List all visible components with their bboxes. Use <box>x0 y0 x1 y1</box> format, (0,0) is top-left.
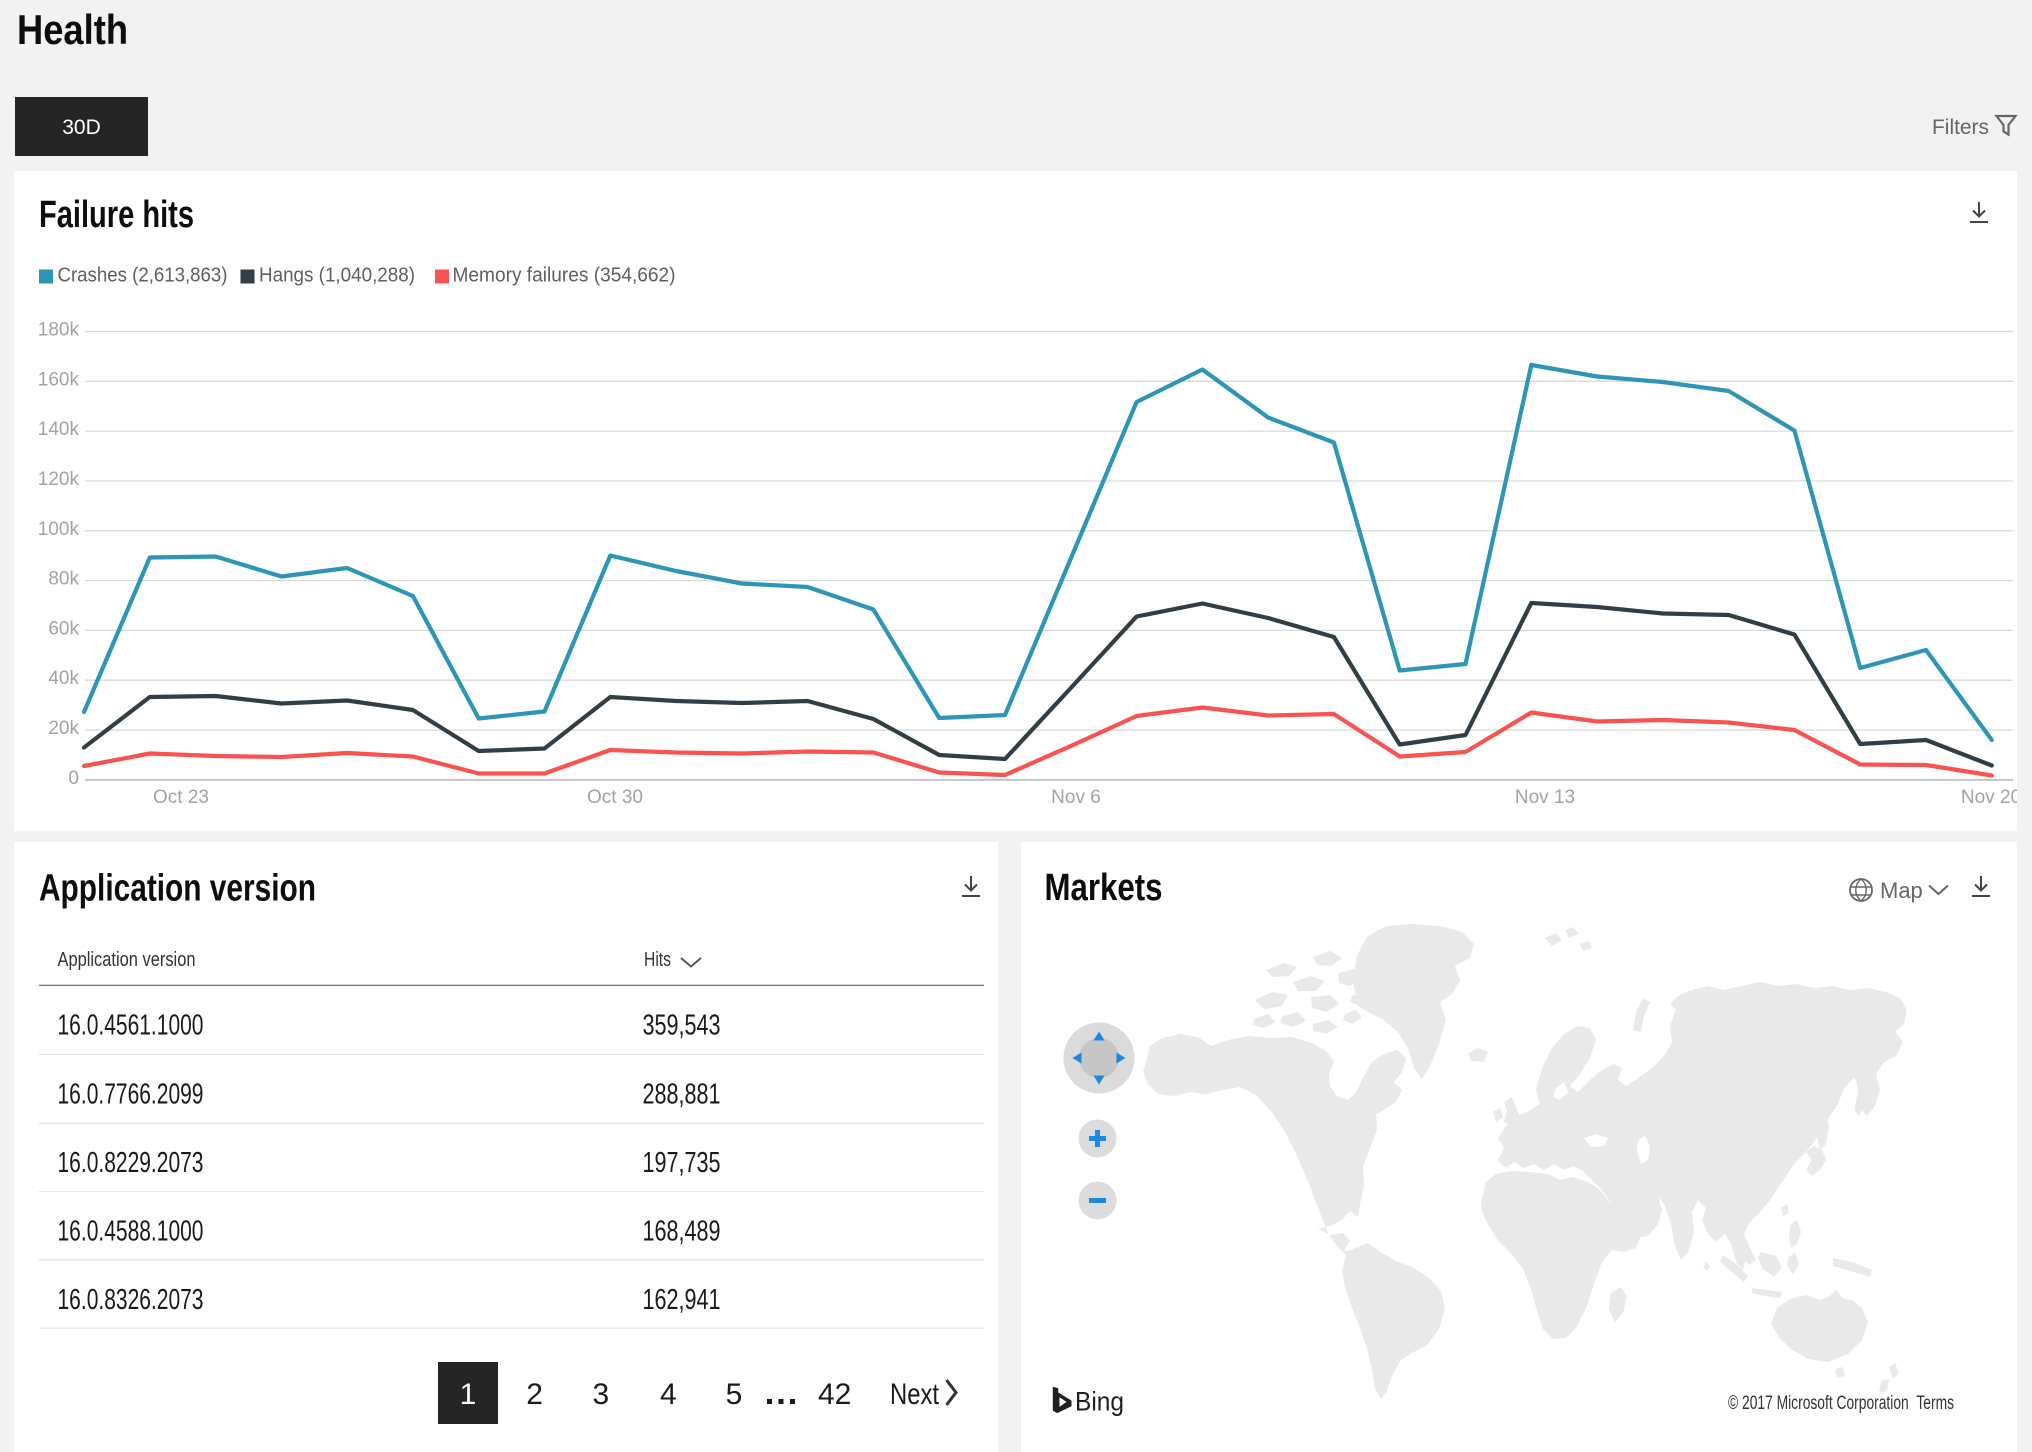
svg-text:120k: 120k <box>38 469 80 490</box>
svg-text:Crashes (2,613,863): Crashes (2,613,863) <box>58 265 228 287</box>
svg-text:Oct 30: Oct 30 <box>587 787 643 808</box>
svg-text:16.0.7766.2099: 16.0.7766.2099 <box>58 1079 204 1111</box>
svg-text:4: 4 <box>660 1378 677 1411</box>
svg-text:42: 42 <box>818 1378 851 1411</box>
svg-text:288,881: 288,881 <box>643 1079 721 1111</box>
svg-text:16.0.4561.1000: 16.0.4561.1000 <box>58 1010 204 1042</box>
svg-text:Markets: Markets <box>1045 867 1163 909</box>
svg-text:2: 2 <box>526 1378 543 1411</box>
svg-text:1: 1 <box>460 1378 477 1411</box>
svg-text:Nov 6: Nov 6 <box>1051 787 1101 808</box>
svg-text:Application version: Application version <box>39 868 316 910</box>
svg-text:Application version: Application version <box>58 949 196 971</box>
svg-text:16.0.8326.2073: 16.0.8326.2073 <box>58 1284 204 1316</box>
svg-text:Nov 13: Nov 13 <box>1515 787 1575 808</box>
svg-text:Filters: Filters <box>1932 116 1989 139</box>
svg-text:80k: 80k <box>48 569 79 590</box>
svg-text:168,489: 168,489 <box>643 1216 721 1248</box>
svg-text:30D: 30D <box>62 116 101 139</box>
svg-text:Oct 23: Oct 23 <box>153 787 209 808</box>
svg-text:0: 0 <box>68 768 79 789</box>
svg-text:16.0.8229.2073: 16.0.8229.2073 <box>58 1147 204 1179</box>
svg-text:40k: 40k <box>48 668 79 689</box>
svg-text:197,735: 197,735 <box>643 1147 721 1179</box>
svg-text:© 2017 Microsoft Corporation: © 2017 Microsoft Corporation Terms <box>1728 1393 1954 1414</box>
svg-text:359,543: 359,543 <box>643 1010 721 1042</box>
svg-text:162,941: 162,941 <box>643 1284 721 1316</box>
svg-text:180k: 180k <box>38 320 80 341</box>
svg-text:Next: Next <box>890 1378 940 1411</box>
svg-text:60k: 60k <box>48 618 79 639</box>
svg-text:20k: 20k <box>48 718 79 739</box>
svg-text:16.0.4588.1000: 16.0.4588.1000 <box>58 1216 204 1248</box>
svg-text:Bing: Bing <box>1075 1387 1124 1417</box>
svg-text:140k: 140k <box>38 419 80 440</box>
svg-text:Failure hits: Failure hits <box>39 194 194 236</box>
svg-text:Memory failures (354,662): Memory failures (354,662) <box>453 265 676 287</box>
svg-text:160k: 160k <box>38 369 80 390</box>
svg-text:Nov 20: Nov 20 <box>1961 787 2017 808</box>
svg-text:Map: Map <box>1880 878 1923 903</box>
svg-text:Health: Health <box>17 6 128 53</box>
svg-text:100k: 100k <box>38 519 80 540</box>
svg-text:Hits: Hits <box>644 949 671 971</box>
svg-text:Hangs (1,040,288): Hangs (1,040,288) <box>259 265 415 287</box>
svg-text:5: 5 <box>726 1378 743 1411</box>
svg-text:3: 3 <box>593 1378 610 1411</box>
